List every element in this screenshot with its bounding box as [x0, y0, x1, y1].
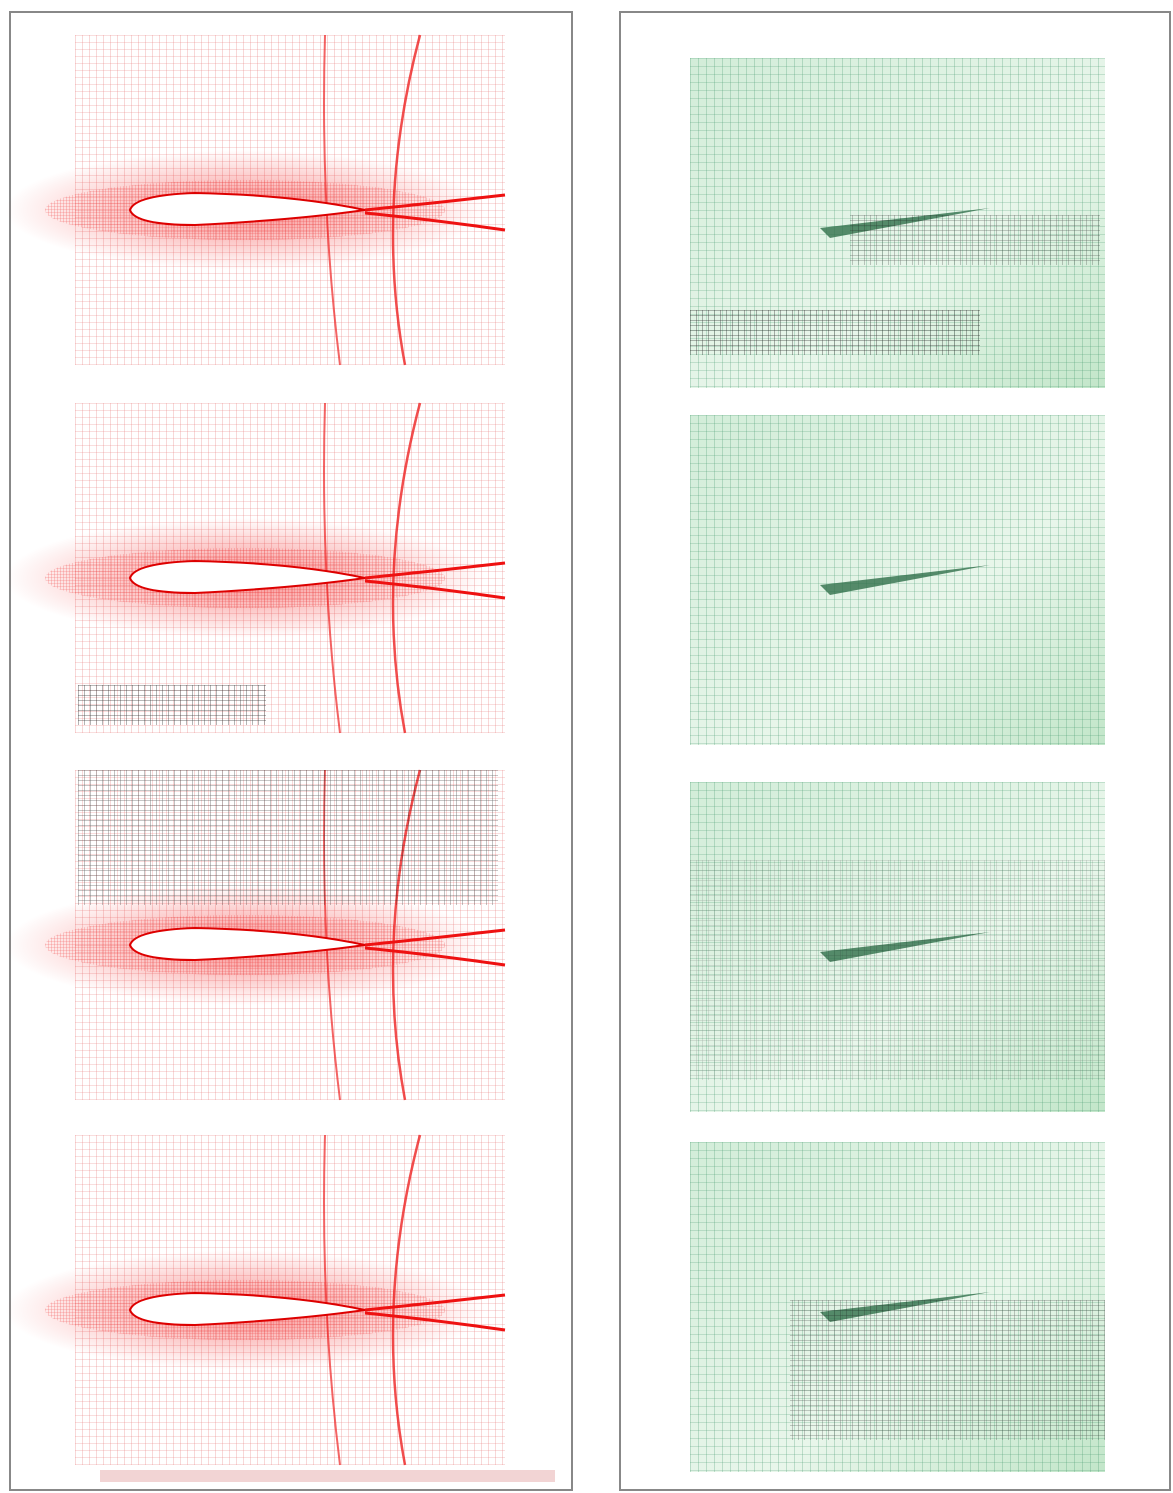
red-mesh-1 [5, 35, 505, 365]
dark-mesh-patch [690, 310, 980, 355]
dark-mesh-patch [690, 860, 1105, 1080]
figure [0, 0, 1173, 1493]
dark-mesh-patch [78, 685, 266, 725]
dark-mesh-patch [850, 215, 1100, 265]
dark-mesh-patch [78, 770, 498, 905]
dark-mesh-patch [790, 1300, 1105, 1440]
red-mesh-4 [5, 1135, 505, 1465]
blur-strip [100, 1470, 555, 1482]
red-mesh-2 [5, 403, 505, 733]
green-mesh-2 [690, 415, 1105, 745]
